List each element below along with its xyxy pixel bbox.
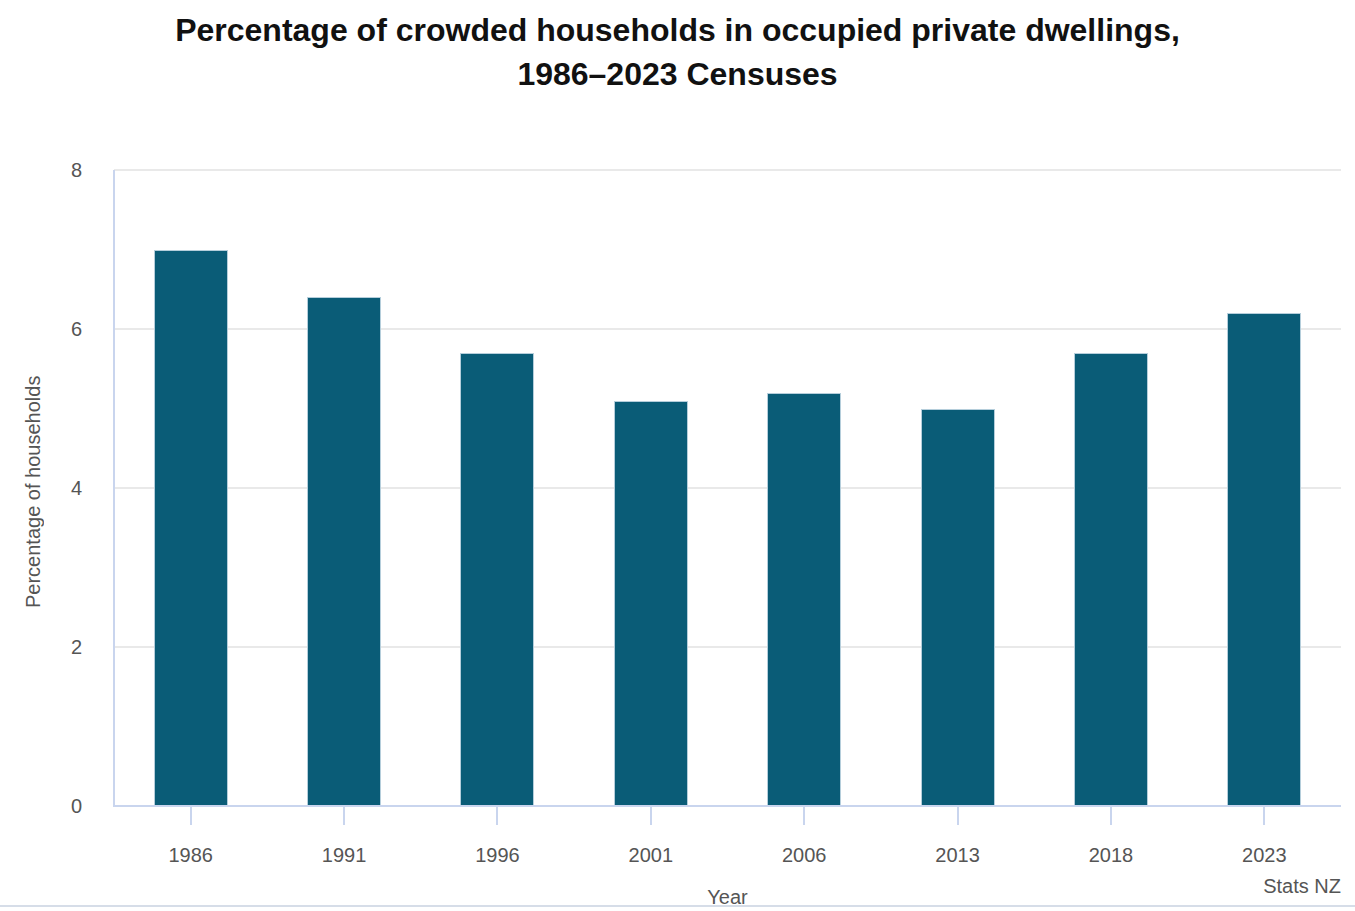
x-tick-mark-2018 <box>1110 807 1112 825</box>
bar-2006 <box>767 393 841 806</box>
chart-page: Percentage of crowded households in occu… <box>0 0 1355 911</box>
gridline-y2 <box>114 646 1341 648</box>
x-tick-mark-1986 <box>190 807 192 825</box>
x-tick-mark-2023 <box>1263 807 1265 825</box>
plot-area <box>114 170 1341 806</box>
x-tick-label-2023: 2023 <box>1204 842 1324 868</box>
gridline-y6 <box>114 328 1341 330</box>
source-attribution: Stats NZ <box>1263 873 1341 899</box>
chart-title-line2: 1986–2023 Censuses <box>517 56 837 92</box>
x-tick-label-2001: 2001 <box>591 842 711 868</box>
bar-1986 <box>154 250 228 807</box>
y-axis-title: Percentage of households <box>22 338 45 646</box>
x-tick-label-1991: 1991 <box>284 842 404 868</box>
x-tick-label-1986: 1986 <box>131 842 251 868</box>
x-tick-mark-2013 <box>957 807 959 825</box>
x-tick-mark-2006 <box>803 807 805 825</box>
bar-2013 <box>921 409 995 807</box>
chart-title-line1: Percentage of crowded households in occu… <box>175 12 1180 48</box>
x-tick-label-2006: 2006 <box>744 842 864 868</box>
x-axis-line <box>113 805 1341 807</box>
y-tick-label-8: 8 <box>28 158 82 182</box>
x-tick-mark-1991 <box>343 807 345 825</box>
x-tick-mark-2001 <box>650 807 652 825</box>
bar-1991 <box>307 297 381 806</box>
x-tick-label-2018: 2018 <box>1051 842 1171 868</box>
y-axis-line <box>113 170 115 807</box>
gridline-y8 <box>114 169 1341 171</box>
gridline-y4 <box>114 487 1341 489</box>
bar-1996 <box>460 353 534 806</box>
bar-2018 <box>1074 353 1148 806</box>
x-tick-mark-1996 <box>496 807 498 825</box>
bar-2023 <box>1227 313 1301 806</box>
bar-2001 <box>614 401 688 806</box>
x-tick-label-1996: 1996 <box>437 842 557 868</box>
x-tick-label-2013: 2013 <box>898 842 1018 868</box>
chart-title: Percentage of crowded households in occu… <box>0 8 1355 96</box>
bottom-divider <box>0 905 1355 907</box>
y-tick-label-0: 0 <box>28 794 82 818</box>
